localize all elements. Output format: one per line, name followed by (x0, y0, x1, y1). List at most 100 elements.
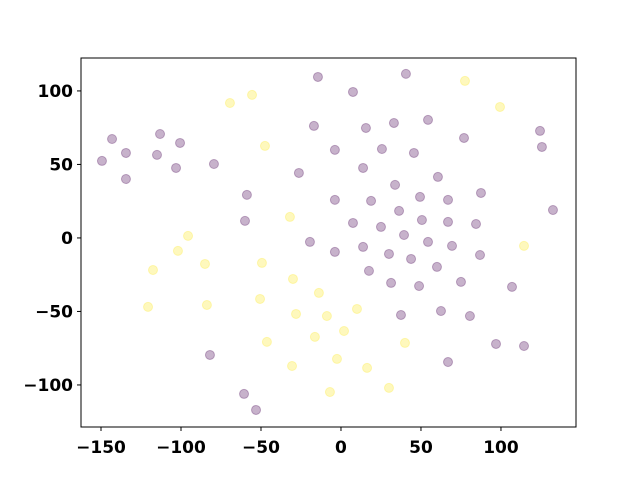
scatter-point (507, 281, 518, 292)
scatter-point (171, 162, 182, 173)
scatter-point (388, 117, 399, 128)
scatter-point (241, 189, 252, 200)
scatter-point (313, 287, 324, 298)
scatter-point (239, 388, 250, 399)
scatter-point (120, 147, 131, 158)
scatter-point (495, 101, 506, 112)
scatter-point (464, 311, 475, 322)
scatter-point (443, 194, 454, 205)
scatter-point (366, 195, 377, 206)
scatter-point (347, 217, 358, 228)
scatter-point (331, 353, 342, 364)
scatter-point (535, 125, 546, 136)
scatter-point (287, 360, 298, 371)
scatter-point (491, 338, 502, 349)
x-tick-label: 0 (335, 438, 347, 458)
scatter-point (471, 218, 482, 229)
scatter-point (151, 149, 162, 160)
scatter-point (408, 147, 419, 158)
scatter-point (358, 162, 369, 173)
scatter-point (291, 308, 302, 319)
x-tick-label: −50 (242, 438, 280, 458)
scatter-point (284, 211, 295, 222)
scatter-point (536, 141, 547, 152)
scatter-point (324, 387, 335, 398)
scatter-point (395, 309, 406, 320)
scatter-point (329, 144, 340, 155)
scatter-point (415, 191, 426, 202)
scatter-point (175, 137, 186, 148)
scatter-point (386, 277, 397, 288)
scatter-point (431, 261, 442, 272)
scatter-point (204, 349, 215, 360)
y-tick-label: 100 (38, 82, 74, 102)
scatter-point (107, 134, 118, 145)
y-tick-label: 50 (49, 155, 73, 175)
scatter-point (256, 257, 267, 268)
scatter-point (309, 331, 320, 342)
scatter-point (459, 132, 470, 143)
scatter-point (339, 326, 350, 337)
y-tick-label: 0 (61, 229, 73, 249)
scatter-point (351, 303, 362, 314)
scatter-point (360, 122, 371, 133)
scatter-point (358, 241, 369, 252)
scatter-point (251, 404, 262, 415)
scatter-point (239, 215, 250, 226)
scatter-point (423, 114, 434, 125)
scatter-point (329, 194, 340, 205)
scatter-point (287, 273, 298, 284)
scatter-point (143, 301, 154, 312)
scatter-point (293, 167, 304, 178)
scatter-point (447, 240, 458, 251)
y-tick-label: −50 (35, 302, 73, 322)
scatter-point (375, 221, 386, 232)
scatter-point (247, 89, 258, 100)
scatter-point (475, 249, 486, 260)
scatter-point (199, 258, 210, 269)
scatter-point (383, 382, 394, 393)
x-tick-label: 50 (409, 438, 433, 458)
scatter-point (312, 71, 323, 82)
scatter-point (399, 337, 410, 348)
scatter-point (406, 253, 417, 264)
scatter-point (547, 205, 558, 216)
scatter-point (443, 216, 454, 227)
scatter-point (201, 299, 212, 310)
scatter-point (347, 86, 358, 97)
scatter-point (390, 179, 401, 190)
scatter-point (120, 173, 131, 184)
scatter-point (183, 230, 194, 241)
scatter-point (329, 246, 340, 257)
scatter-point (172, 245, 183, 256)
scatter-point (363, 265, 374, 276)
scatter-point (208, 158, 219, 169)
scatter-point (308, 120, 319, 131)
scatter-point (399, 230, 410, 241)
plot-frame (80, 57, 577, 428)
scatter-point (321, 311, 332, 322)
scatter-point (147, 264, 158, 275)
scatter-point (155, 129, 166, 140)
scatter-point (261, 336, 272, 347)
scatter-point (400, 68, 411, 79)
x-tick-label: −150 (76, 438, 126, 458)
y-tick-label: −100 (23, 376, 73, 396)
scatter-point (432, 171, 443, 182)
scatter-point (455, 276, 466, 287)
scatter-point (255, 293, 266, 304)
scatter-point (362, 362, 373, 373)
scatter-point (414, 281, 425, 292)
scatter-point (459, 75, 470, 86)
x-tick-label: −100 (156, 438, 206, 458)
scatter-point (475, 187, 486, 198)
scatter-point (259, 140, 270, 151)
scatter-point (224, 97, 235, 108)
x-tick-label: 100 (483, 438, 519, 458)
scatter-point (435, 306, 446, 317)
scatter-point (443, 357, 454, 368)
scatter-point (376, 144, 387, 155)
scatter-point (416, 215, 427, 226)
scatter-point (96, 155, 107, 166)
